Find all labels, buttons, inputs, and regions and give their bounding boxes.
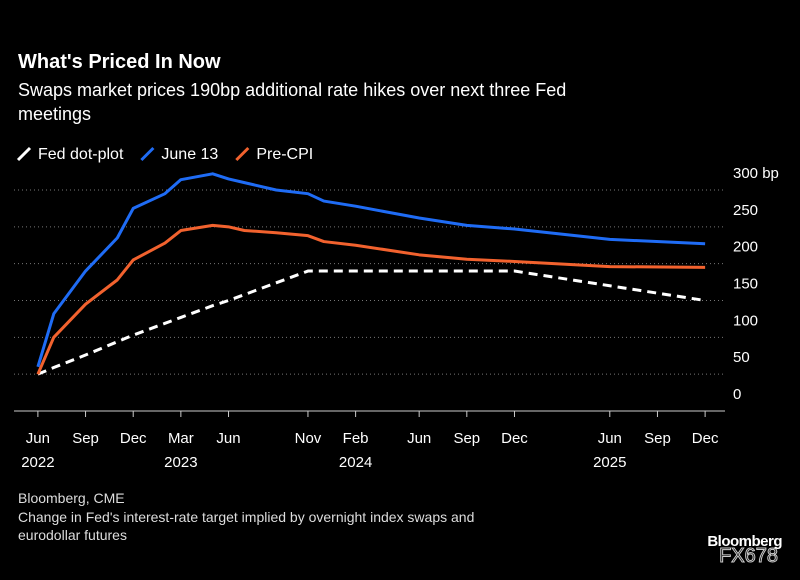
x-tick-label: Dec bbox=[501, 430, 528, 447]
x-tick-label: Jun 2025 bbox=[593, 430, 626, 471]
legend-swatch bbox=[140, 146, 155, 162]
note: Change in Fed's interest-rate target imp… bbox=[18, 509, 474, 543]
x-tick-label: Dec bbox=[120, 430, 147, 447]
y-tick-label: 300 bp bbox=[733, 165, 779, 182]
x-tick-label: Nov bbox=[295, 430, 322, 447]
watermark: FX678 bbox=[719, 545, 778, 567]
x-tick-label: Feb 2024 bbox=[339, 430, 372, 471]
y-tick-label: 250 bbox=[733, 202, 758, 219]
chart-title: What's Priced In Now bbox=[18, 51, 221, 73]
logo: Bloomberg bbox=[707, 533, 782, 550]
legend-label: Fed dot-plot bbox=[38, 146, 124, 163]
x-tick-label: Jun bbox=[216, 430, 240, 447]
series-line bbox=[36, 223, 706, 375]
legend-swatch bbox=[235, 146, 250, 162]
x-tick-label: Sep bbox=[644, 430, 671, 447]
x-tick-label: Dec bbox=[692, 430, 719, 447]
y-tick-label: 50 bbox=[733, 349, 750, 366]
source: Bloomberg, CME bbox=[18, 490, 125, 506]
legend-label: Pre-CPI bbox=[256, 146, 313, 163]
series-line bbox=[37, 269, 706, 376]
legend-swatch bbox=[16, 146, 32, 162]
y-tick-label: 0 bbox=[733, 386, 741, 403]
y-tick-label: 150 bbox=[733, 276, 758, 293]
y-tick-label: 200 bbox=[733, 239, 758, 256]
legend-label: June 13 bbox=[161, 146, 218, 163]
x-tick-label: Jun bbox=[407, 430, 431, 447]
y-tick-label: 100 bbox=[733, 312, 758, 329]
x-tick-label: Sep bbox=[72, 430, 99, 447]
series-line bbox=[36, 172, 706, 368]
x-tick-label: Sep bbox=[453, 430, 480, 447]
x-tick-label: Jun 2022 bbox=[21, 430, 54, 471]
x-tick-label: Mar 2023 bbox=[164, 430, 197, 471]
chart-subtitle: Swaps market prices 190bp additional rat… bbox=[18, 80, 566, 124]
